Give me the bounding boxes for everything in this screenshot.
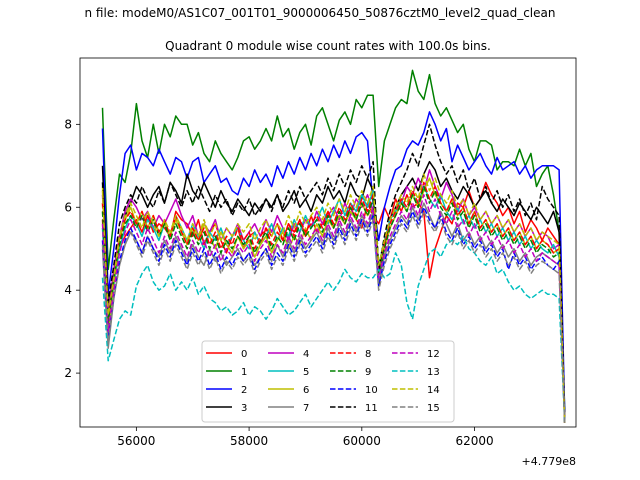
legend-label-11: 11: [365, 403, 378, 414]
x-tick-label: 56000: [117, 434, 155, 448]
series-line-13: [101, 235, 566, 423]
legend-label-6: 6: [303, 385, 309, 396]
chart-title: Quadrant 0 module wise count rates with …: [165, 39, 491, 53]
y-axis: 2 4 6 8: [64, 117, 80, 380]
x-offset-label: +4.779e8: [522, 455, 576, 468]
legend-label-5: 5: [303, 367, 309, 378]
y-tick-label: 6: [64, 200, 72, 214]
x-tick-label: 58000: [230, 434, 268, 448]
legend-label-13: 13: [427, 367, 440, 378]
legend-label-12: 12: [427, 349, 440, 360]
legend-label-7: 7: [303, 403, 309, 414]
series-line-11: [101, 123, 566, 419]
series-line-12: [101, 194, 566, 423]
series-line-2: [101, 111, 566, 415]
y-tick-label: 8: [64, 117, 72, 131]
legend-label-3: 3: [241, 403, 247, 414]
x-tick-label: 62000: [455, 434, 493, 448]
legend-label-14: 14: [427, 385, 440, 396]
figure-suptitle: n file: modeM0/AS1C07_001T01_9000006450_…: [85, 6, 556, 20]
series-line-4: [101, 169, 566, 423]
series-line-1: [101, 69, 566, 411]
series-line-14: [101, 173, 566, 423]
legend-label-0: 0: [241, 349, 247, 360]
plot-area: [101, 69, 566, 423]
series-line-15: [101, 210, 566, 423]
series-line-7: [101, 202, 566, 423]
series-line-10: [101, 206, 566, 423]
x-tick-label: 60000: [343, 434, 381, 448]
legend-label-9: 9: [365, 367, 371, 378]
series-line-5: [101, 185, 566, 423]
y-tick-label: 2: [64, 366, 72, 380]
series-line-8: [101, 181, 566, 423]
legend-label-2: 2: [241, 385, 247, 396]
legend-box: [201, 340, 455, 423]
legend-label-8: 8: [365, 349, 371, 360]
x-axis: 56000 58000 60000 62000: [117, 427, 494, 448]
series-line-3: [101, 160, 566, 423]
series-line-9: [101, 185, 566, 423]
legend-label-10: 10: [365, 385, 378, 396]
plot-frame: [79, 57, 577, 428]
legend-label-4: 4: [303, 349, 309, 360]
legend-label-1: 1: [241, 367, 247, 378]
legend-label-15: 15: [427, 403, 440, 414]
y-tick-label: 4: [64, 283, 72, 297]
